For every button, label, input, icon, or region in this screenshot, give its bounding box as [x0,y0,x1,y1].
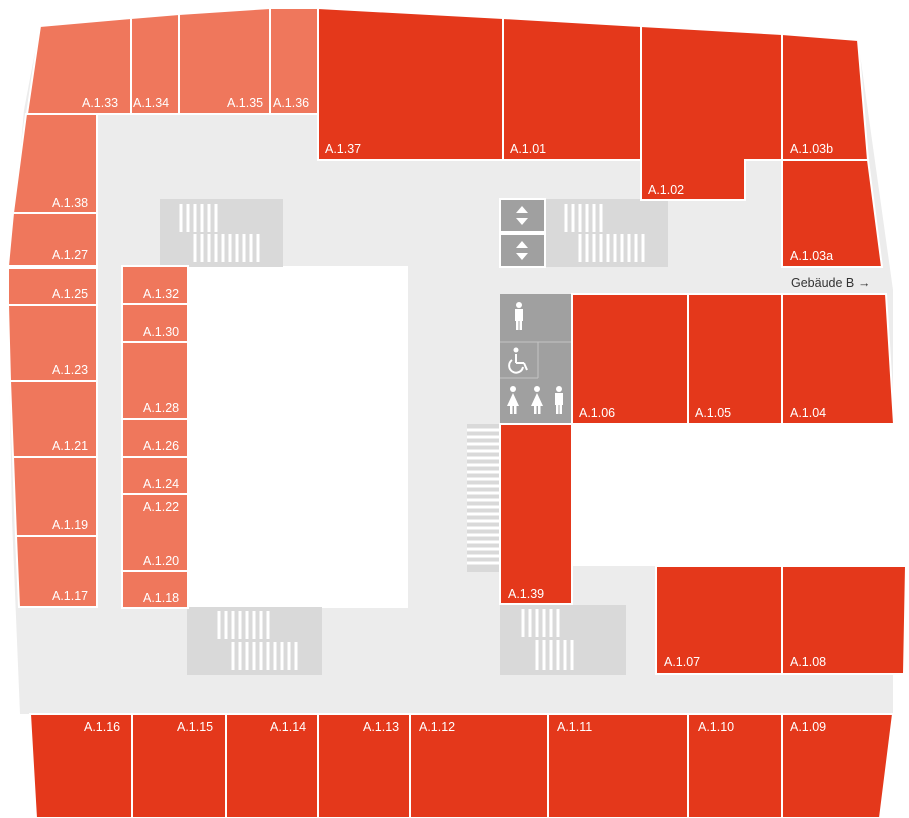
room-label: A.1.30 [143,325,179,339]
room-label: A.1.06 [579,406,615,420]
room-A-1-35[interactable]: A.1.35 [178,6,271,115]
room-A-1-14[interactable]: A.1.14 [225,713,319,818]
room-label: A.1.08 [790,655,826,669]
men-toilet-icon [555,386,563,414]
room-A-1-03a[interactable]: A.1.03a [781,159,884,268]
room-A-1-04[interactable]: A.1.04 [781,293,896,425]
room-label: A.1.15 [177,720,213,734]
room-label: A.1.26 [143,439,179,453]
room-A-1-16[interactable]: A.1.16 [28,713,133,818]
room-label: A.1.27 [52,248,88,262]
room-label: A.1.25 [52,287,88,301]
room-A-1-36[interactable]: A.1.36 [269,7,319,115]
room-label: A.1.11 [557,720,592,734]
room-A-1-11[interactable]: A.1.11 [547,713,689,818]
room-label: A.1.32 [143,287,179,301]
room-A-1-09[interactable]: A.1.09 [781,713,895,818]
room-A-1-06[interactable]: A.1.06 [571,293,689,425]
room-label: A.1.17 [52,589,88,603]
elevator-icon [516,241,528,260]
room-A-1-32[interactable]: A.1.32 [121,265,189,305]
room-label: A.1.03a [790,249,833,263]
room-label: A.1.04 [790,406,826,420]
room-label: A.1.23 [52,363,88,377]
room-A-1-22-20[interactable]: A.1.22 A.1.20 [121,493,189,572]
room-label: A.1.14 [270,720,306,734]
room-A-1-03b[interactable]: A.1.03b [781,32,870,161]
room-label: A.1.38 [52,196,88,210]
stairs-center-vertical [467,424,500,572]
room-A-1-13[interactable]: A.1.13 [317,713,411,818]
room-A-1-37[interactable]: A.1.37 [317,6,504,161]
room-label: A.1.18 [143,591,179,605]
room-label: A.1.24 [143,477,179,491]
courtyard-left [188,266,408,608]
elevator-icon [516,206,528,225]
women-toilet-icon [531,386,543,414]
women-toilet-icon [507,386,519,414]
building-b-link[interactable]: Gebäude B → [791,276,871,290]
room-A-1-25[interactable]: A.1.25 [7,267,98,306]
room-label: A.1.07 [664,655,700,669]
arrow-right-icon: → [858,276,871,290]
room-A-1-18[interactable]: A.1.18 [121,570,189,609]
room-label: A.1.28 [143,401,179,415]
room-A-1-12[interactable]: A.1.12 [409,713,549,818]
stairs-bottom-left [187,607,322,675]
room-label: A.1.36 [273,96,309,110]
room-A-1-33[interactable]: A.1.33 [25,16,132,115]
building-b-label[interactable]: Gebäude B [791,276,854,290]
room-A-1-26[interactable]: A.1.26 [121,418,189,458]
courtyard-right [572,424,908,566]
room-A-1-15[interactable]: A.1.15 [131,713,227,818]
room-A-1-19[interactable]: A.1.19 [11,456,98,537]
room-A-1-10[interactable]: A.1.10 [687,713,783,818]
room-label: A.1.21 [52,439,88,453]
room-A-1-24[interactable]: A.1.24 [121,456,189,495]
room-label: A.1.01 [510,142,546,156]
stairs-top-left [160,199,283,267]
room-label: A.1.35 [227,96,263,110]
room-label: A.1.09 [790,720,826,734]
room-label: A.1.33 [82,96,118,110]
room-label: A.1.22 [143,500,179,514]
stairs-top-right [545,199,668,267]
toilets-block [500,294,572,424]
room-A-1-23[interactable]: A.1.23 [6,304,98,382]
room-label: A.1.16 [84,720,120,734]
room-A-1-01[interactable]: A.1.01 [502,16,642,161]
wheelchair-toilet-icon [508,347,528,374]
room-label: A.1.05 [695,406,731,420]
room-A-1-28[interactable]: A.1.28 [121,341,189,420]
room-label: A.1.20 [143,554,179,568]
room-A-1-07[interactable]: A.1.07 [655,565,783,675]
room-label: A.1.34 [133,96,169,110]
room-A-1-21[interactable]: A.1.21 [8,380,98,458]
room-A-1-08[interactable]: A.1.08 [781,565,908,675]
room-label: A.1.37 [325,142,361,156]
room-A-1-38[interactable]: A.1.38 [11,113,98,214]
room-label: A.1.10 [698,720,734,734]
room-A-1-30[interactable]: A.1.30 [121,303,189,343]
room-label: A.1.12 [419,720,455,734]
room-label: A.1.02 [648,183,684,197]
elevator-2 [499,233,546,268]
men-toilet-icon [515,302,523,330]
stairs-bottom-right [500,605,626,675]
room-label: A.1.03b [790,142,833,156]
room-A-1-34[interactable]: A.1.34 [130,12,180,115]
room-label: A.1.13 [363,720,399,734]
room-label: A.1.19 [52,518,88,532]
room-A-1-39[interactable]: A.1.39 [499,423,573,605]
elevator-1 [499,198,546,233]
room-A-1-05[interactable]: A.1.05 [687,293,783,425]
room-A-1-17[interactable]: A.1.17 [14,535,98,608]
room-label: A.1.39 [508,587,544,601]
room-A-1-27[interactable]: A.1.27 [6,212,98,267]
room-A-1-02[interactable]: A.1.02 [640,24,783,201]
